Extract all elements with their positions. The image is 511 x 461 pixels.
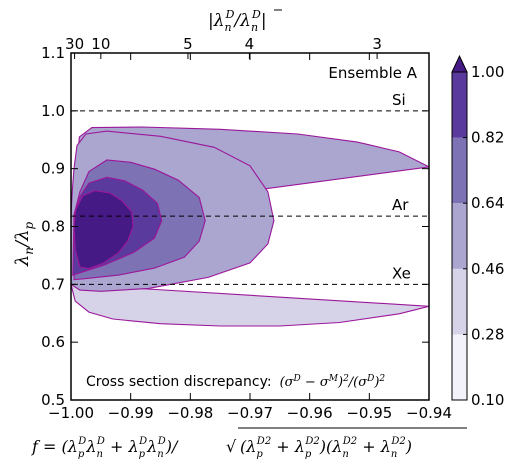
discrepancy-formula: (σD − σM)2/(σD)2 [280, 374, 386, 390]
contour-level-0_82-5 [73, 190, 134, 270]
x-tick-label: −0.98 [167, 404, 213, 422]
x-axis-label-sqrt: √ [226, 437, 237, 456]
colorbar: 0.10 0.28 0.46 0.64 0.82 1.00 [451, 54, 504, 409]
x-tick-label: −1.00 [48, 404, 94, 422]
colorbar-extend-arrow [451, 54, 468, 73]
ref-label-si: Si [392, 91, 406, 109]
x-tick-label: −0.96 [287, 404, 333, 422]
colorbar-label: 0.82 [471, 129, 504, 147]
colorbar-band [452, 203, 467, 269]
colorbar-label: 0.64 [471, 194, 504, 212]
colorbar-label: 0.28 [471, 325, 504, 343]
x-tick-label: −0.94 [406, 404, 452, 422]
y-tick-label: 0.7 [41, 275, 65, 293]
discrepancy-note-text: Cross section discrepancy: [86, 374, 272, 390]
x-tick-label: −0.95 [346, 404, 392, 422]
x-tick-label: −0.99 [108, 404, 154, 422]
y-tick-label: 0.9 [41, 160, 65, 178]
x-tick-label: −0.97 [227, 404, 273, 422]
colorbar-band [452, 334, 467, 400]
ensemble-label: Ensemble A [328, 64, 417, 82]
top-axis-label: |λnD/λnD| [208, 8, 282, 34]
colorbar-label: 0.46 [471, 260, 504, 278]
y-tick-label: 1.0 [41, 102, 65, 120]
discrepancy-note: Cross section discrepancy: (σD − σM)2/(σ… [86, 373, 385, 390]
top-axis-ticks: 30 10 5 4 3 [65, 35, 382, 59]
x-axis-label-lhs: f = (λpDλnD + λpDλnD)/ [31, 436, 179, 460]
y-axis-ticks: 0.5 0.6 0.7 0.8 0.9 1.0 1.1 [41, 44, 429, 409]
y-axis-label-text: λn/λp [12, 222, 36, 268]
contour-layer [71, 126, 429, 327]
y-tick-label: 0.6 [41, 333, 65, 351]
y-tick-label: 0.5 [41, 391, 65, 409]
colorbar-band [452, 72, 467, 138]
colorbar-band [452, 268, 467, 335]
reference-lines: Si Ar Xe [71, 91, 429, 285]
y-tick-label: 1.1 [41, 44, 65, 62]
top-tick-label: 30 [65, 35, 84, 53]
top-tick-label: 4 [245, 35, 255, 53]
top-tick-label: 3 [372, 35, 382, 53]
x-axis-ticks: −1.00 −0.99 −0.98 −0.97 −0.96 −0.95 −0.94 [48, 53, 452, 422]
x-axis-label-rhs: (λpD2 + λpD2)(λnD2 + λnD2) [240, 436, 412, 460]
colorbar-label: 0.10 [471, 391, 504, 409]
colorbar-label: 1.00 [471, 63, 504, 81]
y-axis-label: λn/λp [12, 222, 36, 268]
ref-label-xe: Xe [392, 264, 411, 282]
contour-level-0_10-0 [71, 283, 429, 327]
top-tick-label: 10 [91, 35, 110, 53]
colorbar-frame [451, 71, 468, 401]
colorbar-band [452, 137, 467, 204]
top-axis-label-text: |λnD/λnD| [208, 8, 267, 34]
ref-label-ar: Ar [392, 196, 409, 214]
top-tick-label: 5 [183, 35, 193, 53]
y-tick-label: 0.8 [41, 218, 65, 236]
x-axis-label: f = (λpDλnD + λpDλnD)/ √ (λpD2 + λpD2)(λ… [31, 427, 467, 460]
